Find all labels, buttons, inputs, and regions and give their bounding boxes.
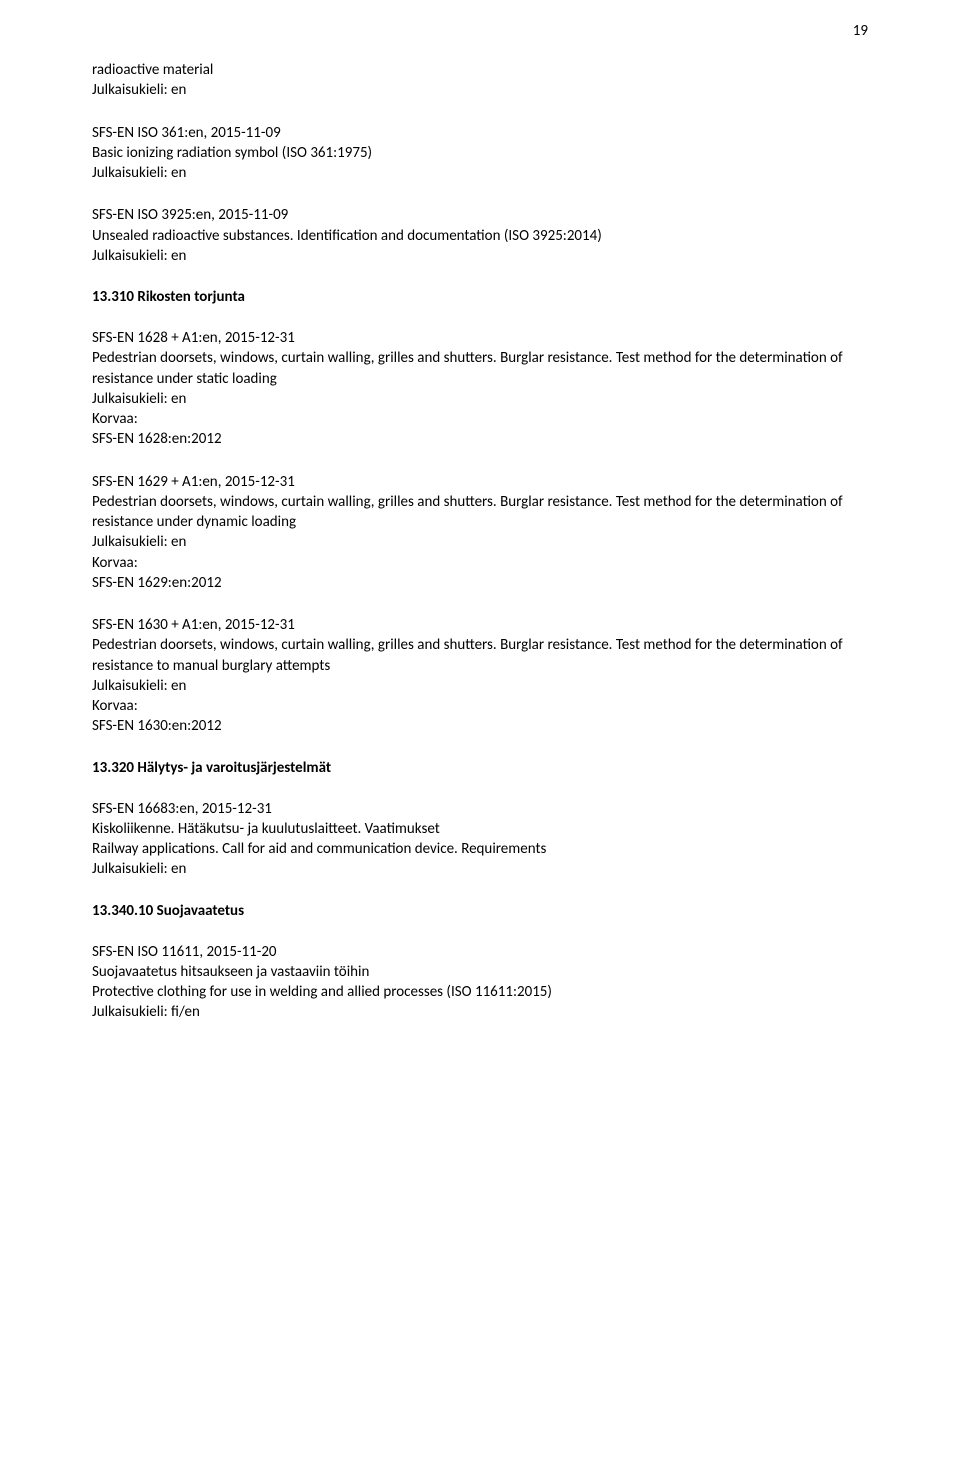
entry-lang: Julkaisukieli: fi/en [92,1002,868,1022]
entry-desc: Unsealed radioactive substances. Identif… [92,226,868,246]
standard-entry: SFS-EN 1630 + A1:en, 2015-12-31 Pedestri… [92,615,868,737]
entry-lang: Julkaisukieli: en [92,859,868,879]
entry-lang: Julkaisukieli: en [92,163,868,183]
entry-title-fi: Kiskoliikenne. Hätäkutsu- ja kuulutuslai… [92,819,868,839]
entry-lang: Julkaisukieli: en [92,80,868,100]
entry-code: SFS-EN ISO 361:en, 2015-11-09 [92,123,868,143]
entry-replaces: SFS-EN 1628:en:2012 [92,429,868,449]
entry-title-en: Protective clothing for use in welding a… [92,982,868,1002]
standard-entry: SFS-EN ISO 3925:en, 2015-11-09 Unsealed … [92,205,868,266]
standard-entry: SFS-EN 1629 + A1:en, 2015-12-31 Pedestri… [92,472,868,594]
standard-entry: SFS-EN 16683:en, 2015-12-31 Kiskoliikenn… [92,799,868,880]
entry-replaces-label: Korvaa: [92,409,868,429]
entry-code: SFS-EN 16683:en, 2015-12-31 [92,799,868,819]
entry-desc: Pedestrian doorsets, windows, curtain wa… [92,348,868,389]
section-heading: 13.310 Rikosten torjunta [92,288,868,306]
entry-desc: Pedestrian doorsets, windows, curtain wa… [92,635,868,676]
section-heading: 13.340.10 Suojavaatetus [92,902,868,920]
entry-lang: Julkaisukieli: en [92,246,868,266]
entry-desc: Pedestrian doorsets, windows, curtain wa… [92,492,868,533]
standard-entry: SFS-EN ISO 11611, 2015-11-20 Suojavaatet… [92,942,868,1023]
entry-code: SFS-EN 1629 + A1:en, 2015-12-31 [92,472,868,492]
entry-replaces: SFS-EN 1629:en:2012 [92,573,868,593]
entry-code: SFS-EN 1628 + A1:en, 2015-12-31 [92,328,868,348]
entry-replaces-label: Korvaa: [92,553,868,573]
entry-lang: Julkaisukieli: en [92,532,868,552]
entry-code: SFS-EN ISO 3925:en, 2015-11-09 [92,205,868,225]
entry-replaces-label: Korvaa: [92,696,868,716]
entry-lang: Julkaisukieli: en [92,676,868,696]
entry-desc: radioactive material [92,60,868,80]
entry-desc: Basic ionizing radiation symbol (ISO 361… [92,143,868,163]
entry-replaces: SFS-EN 1630:en:2012 [92,716,868,736]
section-heading: 13.320 Hälytys- ja varoitusjärjestelmät [92,759,868,777]
entry-fragment-top: radioactive material Julkaisukieli: en [92,60,868,101]
standard-entry: SFS-EN 1628 + A1:en, 2015-12-31 Pedestri… [92,328,868,450]
entry-code: SFS-EN 1630 + A1:en, 2015-12-31 [92,615,868,635]
page-number: 19 [853,22,868,40]
entry-title-fi: Suojavaatetus hitsaukseen ja vastaaviin … [92,962,868,982]
entry-title-en: Railway applications. Call for aid and c… [92,839,868,859]
standard-entry: SFS-EN ISO 361:en, 2015-11-09 Basic ioni… [92,123,868,184]
entry-lang: Julkaisukieli: en [92,389,868,409]
entry-code: SFS-EN ISO 11611, 2015-11-20 [92,942,868,962]
